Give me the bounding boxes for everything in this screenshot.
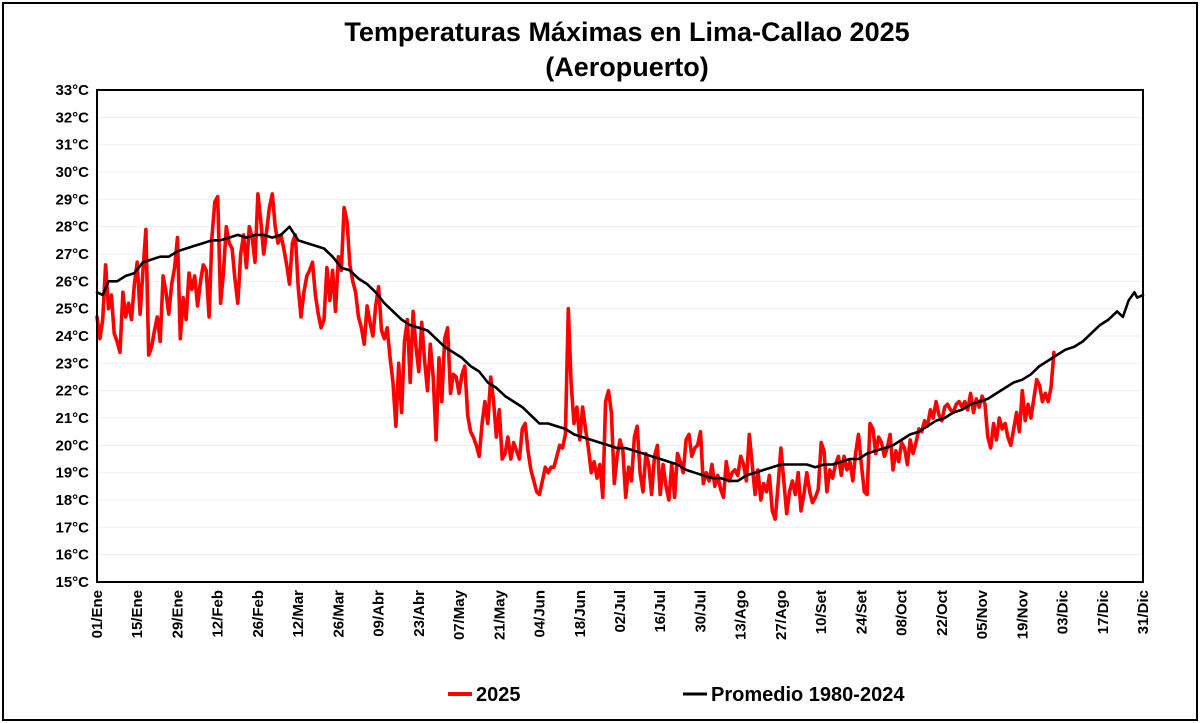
y-tick-label: 22°C [55, 383, 89, 400]
y-tick-label: 33°C [55, 82, 89, 99]
x-tick-label: 10/Set [813, 590, 830, 634]
x-tick-label: 09/Abr [371, 590, 388, 637]
x-tick-label: 12/Feb [210, 590, 227, 638]
legend-label: Promedio 1980-2024 [711, 684, 905, 706]
y-tick-label: 31°C [55, 137, 89, 154]
x-tick-label: 08/Oct [894, 590, 911, 636]
y-tick-label: 30°C [55, 164, 89, 181]
series-lines [95, 192, 1145, 521]
y-tick-label: 29°C [55, 191, 89, 208]
x-tick-label: 01/Ene [89, 590, 106, 638]
y-tick-label: 32°C [55, 109, 89, 126]
y-axis-ticks: 15°C 16°C 17°C 18°C 19°C 20°C 21°C 22°C 23°C 24°C… [55, 82, 89, 591]
y-tick-label: 19°C [55, 465, 89, 482]
y-tick-label: 24°C [55, 328, 89, 345]
y-tick-label: 27°C [55, 246, 89, 263]
y-tick-label: 25°C [55, 301, 89, 318]
y-tick-label: 21°C [55, 410, 89, 427]
y-tick-label: 18°C [55, 492, 89, 509]
x-tick-label: 30/Jul [692, 590, 709, 633]
x-tick-label: 21/May [491, 589, 508, 640]
x-tick-label: 16/Jul [652, 590, 669, 633]
x-tick-label: 23/Abr [411, 590, 428, 637]
legend: 2025 Promedio 1980-2024 [448, 684, 905, 706]
chart-title: Temperaturas Máximas en Lima-Callao 2025 [344, 17, 909, 47]
x-tick-label: 26/Feb [250, 590, 267, 638]
gridlines [97, 116, 1143, 556]
y-tick-label: 28°C [55, 219, 89, 236]
x-tick-label: 24/Set [853, 590, 870, 634]
x-tick-label: 26/Mar [330, 590, 347, 638]
x-tick-label: 13/Ago [733, 590, 750, 640]
x-tick-label: 18/Jun [572, 590, 589, 638]
series-line-average [95, 225, 1145, 483]
x-tick-label: 04/Jun [532, 590, 549, 638]
x-tick-label: 15/Ene [129, 590, 146, 638]
x-tick-label: 27/Ago [773, 590, 790, 640]
y-tick-label: 20°C [55, 437, 89, 454]
x-tick-label: 05/Nov [974, 589, 991, 639]
y-tick-label: 23°C [55, 355, 89, 372]
chart-subtitle: (Aeropuerto) [545, 52, 709, 82]
x-tick-label: 17/Dic [1095, 590, 1112, 634]
x-tick-label: 12/Mar [290, 590, 307, 638]
y-tick-label: 16°C [55, 547, 89, 564]
x-tick-label: 22/Oct [934, 590, 951, 636]
plot-area-border [96, 89, 1144, 583]
x-tick-label: 02/Jul [612, 590, 629, 633]
x-tick-label: 19/Nov [1014, 589, 1031, 639]
series-line-year [95, 192, 1056, 521]
y-tick-label: 17°C [55, 519, 89, 536]
x-tick-label: 31/Dic [1135, 590, 1152, 634]
legend-label: 2025 [476, 684, 521, 706]
y-tick-label: 26°C [55, 273, 89, 290]
x-tick-label: 07/May [451, 589, 468, 640]
x-axis-ticks: 01/Ene 15/Ene 29/Ene 12/Feb 26/Feb 12/Mar 26/M… [89, 589, 1152, 640]
x-tick-label: 29/Ene [169, 590, 186, 638]
y-tick-label: 15°C [55, 574, 89, 591]
x-tick-label: 03/Dic [1055, 590, 1072, 634]
